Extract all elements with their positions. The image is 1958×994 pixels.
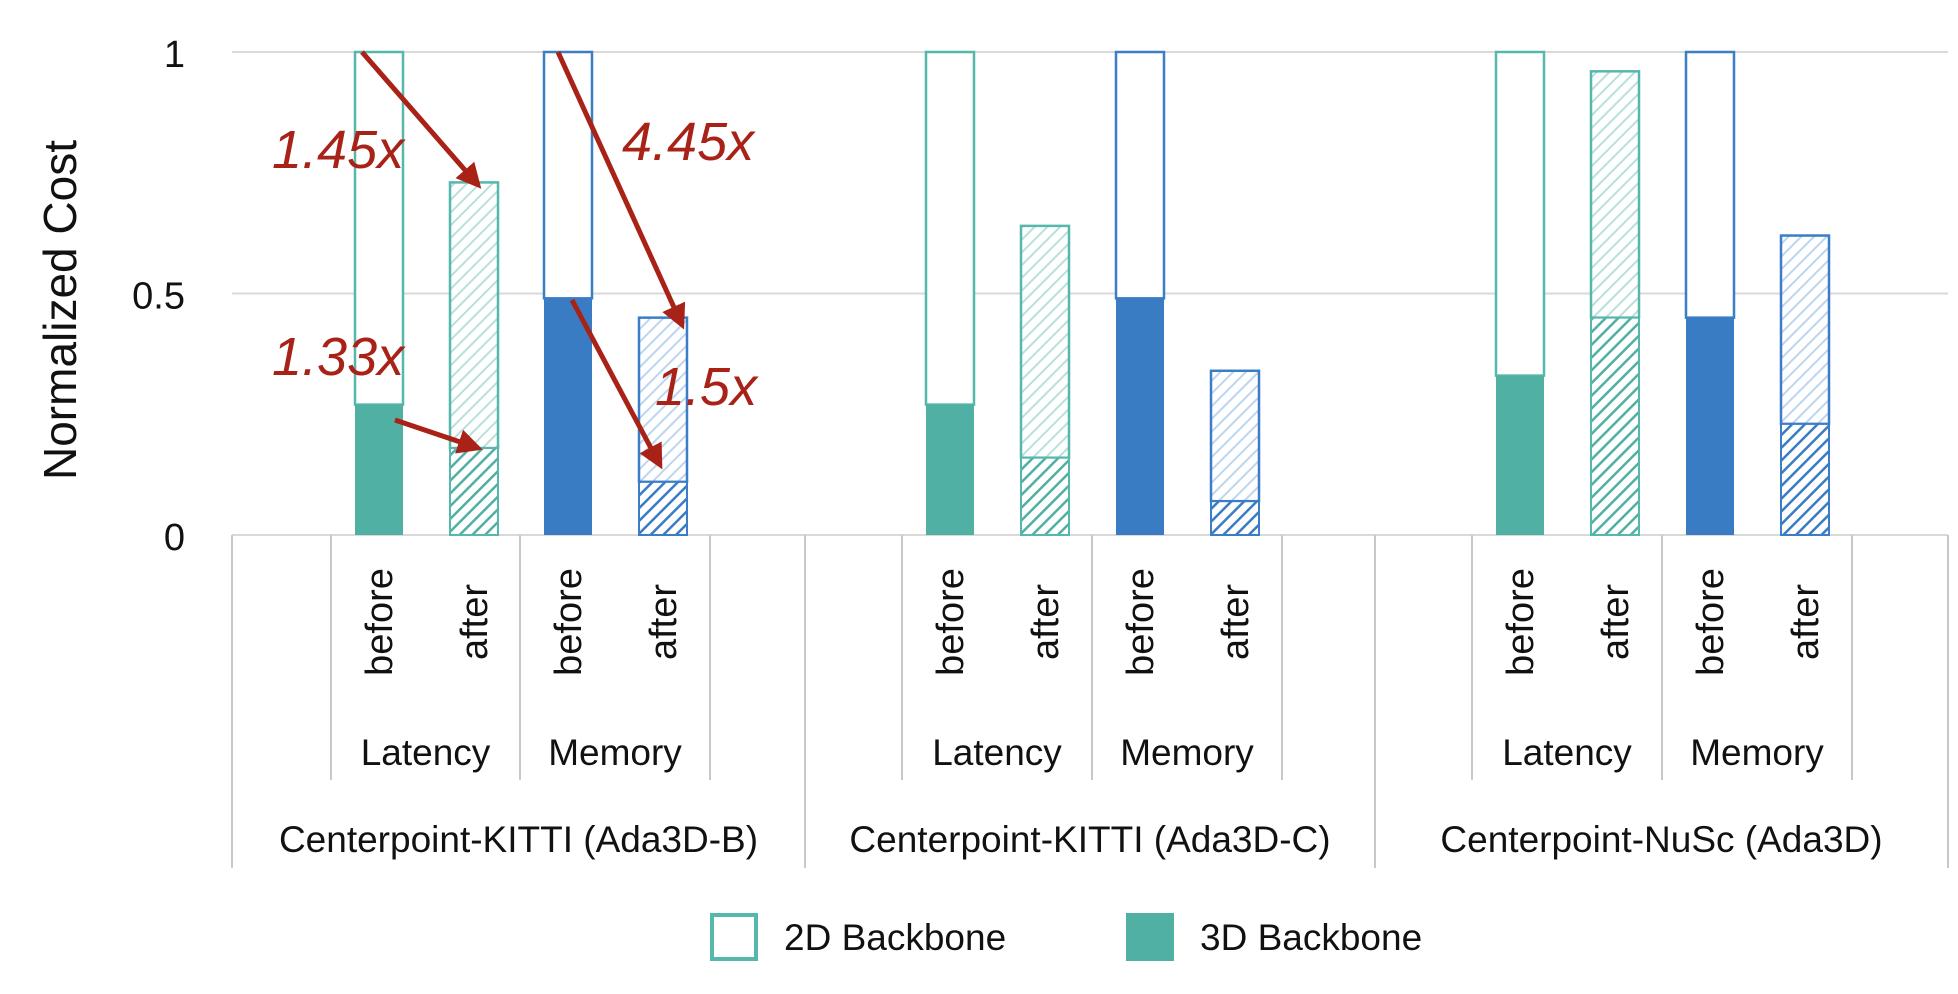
y-tick-label: 1 [164,34,185,76]
bar-label: before [1120,568,1162,676]
bar-label: after [454,584,496,660]
bar-label: before [1690,568,1732,676]
legend-swatch [710,913,758,961]
y-axis: 00.51 [132,34,185,559]
category-dividers [231,535,1949,868]
bar-segment-2d-backbone [924,50,976,406]
annotation-label: 1.45x [272,120,406,180]
annotation-arrow [569,298,663,470]
metric-label: Latency [361,732,491,773]
bar-segment-3d-backbone [355,404,403,535]
annotation-label: 1.33x [272,327,406,387]
group-label: Centerpoint-KITTI (Ada3D-C) [849,819,1330,860]
legend-label: 2D Backbone [784,917,1006,958]
bar-label: after [643,584,685,660]
bar-segment-3d-backbone [1496,375,1544,535]
group-label: Centerpoint-NuSc (Ada3D) [1440,819,1882,860]
metric-label: Memory [1690,732,1824,773]
legend: 2D Backbone 3D Backbone [710,913,1422,961]
bar-label: after [1025,584,1067,660]
bar-label: after [1595,584,1637,660]
bar-segment-3d-backbone [1780,422,1830,536]
bar-segment-2d-backbone [1494,50,1546,377]
legend-swatch [1126,913,1174,961]
annotation-label: 4.45x [622,112,756,172]
bar-label: after [1215,584,1257,660]
metric-label: Memory [548,732,682,773]
speedup-annotations: 1.45x 1.33x 4.45x 1.5x [272,50,759,470]
bar-segment-2d-backbone [1684,50,1736,319]
annotation-arrow [394,417,483,454]
group-label: Centerpoint-KITTI (Ada3D-B) [279,819,758,860]
bar-label: before [548,568,590,676]
bar-segment-3d-backbone [638,480,688,536]
bar-segment-3d-backbone [926,404,974,535]
bar-label: before [1500,568,1542,676]
bars [353,50,1831,537]
metric-label: Latency [932,732,1062,773]
bar-segment-3d-backbone [1590,316,1640,536]
bar-segment-3d-backbone [449,447,499,536]
y-axis-label: Normalized Cost [34,140,86,480]
legend-label: 3D Backbone [1200,917,1422,958]
annotation-arrow [555,50,686,330]
bar-segment-3d-backbone [544,298,592,535]
x-axis-labels: before after Latency before after Memory Cente… [279,568,1883,860]
bar-segment-2d-backbone [1019,224,1071,459]
metric-label: Memory [1120,732,1254,773]
bar-segment-2d-backbone [1589,70,1641,319]
bar-segment-2d-backbone [448,181,500,450]
bar-segment-3d-backbone [1210,500,1260,537]
bar-label: before [359,568,401,676]
bar-segment-2d-backbone [1114,50,1166,300]
y-tick-label: 0 [164,517,185,559]
bar-segment-3d-backbone [1686,317,1734,535]
bar-segment-3d-backbone [1116,298,1164,535]
y-tick-label: 0.5 [132,276,185,318]
bar-segment-3d-backbone [1020,456,1070,536]
bar-segment-2d-backbone [1779,234,1831,426]
bar-segment-2d-backbone [542,50,594,300]
annotation-label: 1.5x [655,357,759,417]
metric-label: Latency [1502,732,1632,773]
bar-segment-2d-backbone [1209,369,1261,503]
bar-label: after [1785,584,1827,660]
annotation-arrow [360,50,482,189]
bar-label: before [930,568,972,676]
